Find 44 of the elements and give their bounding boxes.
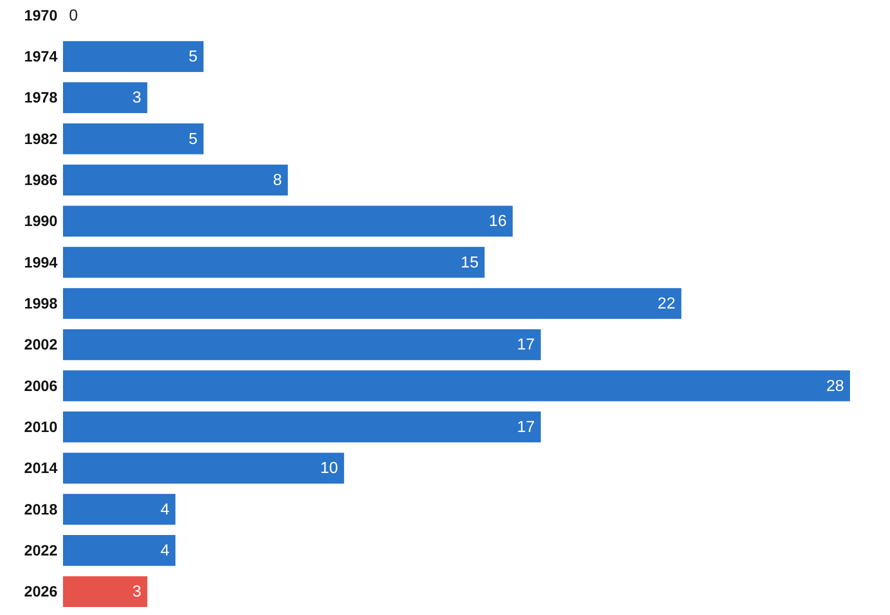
bar — [63, 164, 288, 196]
y-tick-label: 1998 — [24, 296, 58, 312]
bar — [63, 206, 513, 237]
y-tick-label: 1970 — [24, 7, 58, 24]
data-label: 3 — [132, 90, 142, 107]
y-tick-label: 1986 — [24, 172, 58, 190]
bar — [63, 246, 485, 278]
y-tick-label: 2010 — [24, 418, 58, 436]
bar — [63, 41, 204, 72]
y-tick-label: 2002 — [24, 336, 58, 354]
y-tick-label: 1994 — [24, 254, 58, 272]
data-label: 8 — [272, 172, 282, 190]
data-label: 15 — [460, 254, 479, 272]
data-label: 5 — [188, 48, 198, 66]
data-label: 10 — [320, 460, 338, 478]
data-label: 3 — [132, 584, 142, 601]
bar — [63, 329, 541, 360]
bar — [63, 452, 344, 484]
y-tick-label: 2018 — [24, 501, 58, 518]
data-label: 0 — [69, 7, 78, 24]
data-label: 4 — [160, 542, 170, 560]
y-tick-label: 2006 — [24, 378, 58, 395]
bar — [63, 370, 850, 402]
y-tick-label: 2022 — [24, 542, 58, 560]
bar — [63, 288, 682, 319]
data-label: 17 — [517, 418, 535, 436]
data-label: 22 — [658, 296, 676, 312]
bar — [63, 576, 148, 608]
y-tick-label: 2014 — [24, 460, 58, 478]
y-tick-label: 1978 — [24, 90, 58, 107]
y-tick-label: 2026 — [24, 584, 58, 601]
bar — [63, 412, 541, 442]
bar — [63, 535, 176, 566]
bar — [63, 82, 148, 114]
data-label: 28 — [826, 378, 844, 395]
y-tick-label: 1974 — [24, 48, 58, 66]
data-label: 5 — [188, 130, 198, 148]
y-tick-label: 1982 — [24, 130, 58, 148]
data-label: 4 — [160, 501, 170, 518]
bar — [63, 123, 204, 154]
data-label: 17 — [517, 336, 535, 354]
bar — [63, 494, 176, 525]
data-label: 16 — [488, 213, 507, 230]
y-tick-label: 1990 — [24, 213, 58, 230]
